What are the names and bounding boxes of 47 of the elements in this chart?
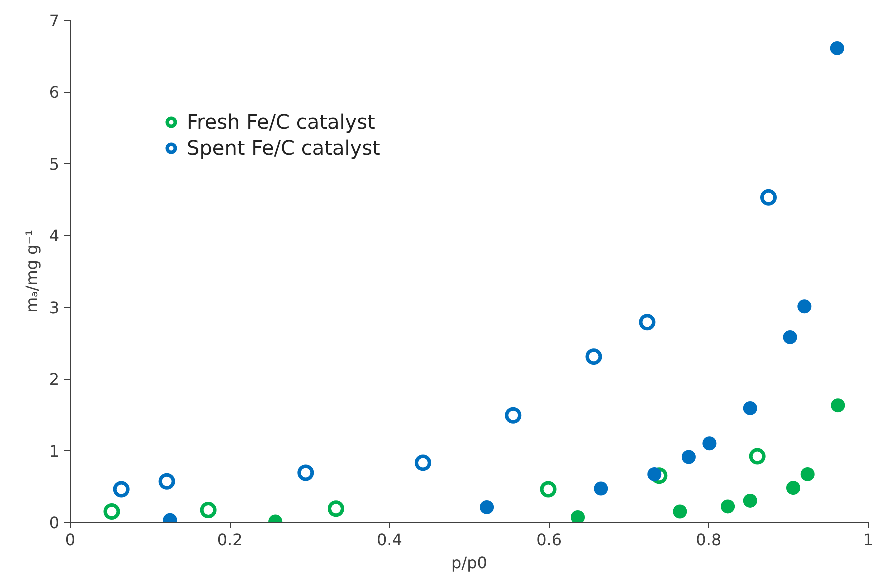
x-tick-label: 0.8 bbox=[696, 530, 722, 550]
y-axis-title: mₐ/mg g⁻¹ bbox=[22, 230, 42, 314]
point bbox=[158, 473, 176, 490]
y-tick-label: 7 bbox=[49, 12, 60, 30]
point bbox=[104, 504, 120, 520]
point bbox=[594, 482, 608, 496]
point bbox=[414, 454, 432, 472]
x-tick-label: 1 bbox=[863, 530, 874, 550]
point bbox=[800, 467, 815, 482]
point bbox=[586, 348, 602, 366]
y-tick-label: 0 bbox=[49, 514, 60, 532]
y-tick-label: 2 bbox=[49, 370, 60, 390]
point bbox=[831, 398, 846, 413]
point bbox=[200, 502, 217, 519]
point bbox=[639, 314, 656, 331]
point bbox=[783, 330, 798, 344]
point bbox=[743, 494, 758, 508]
point bbox=[702, 436, 717, 451]
x-tick-label: 0.4 bbox=[376, 530, 402, 550]
x-tick-label: 0.2 bbox=[217, 530, 243, 550]
y-tick-label: 1 bbox=[49, 442, 60, 461]
point bbox=[830, 41, 844, 56]
point bbox=[505, 407, 522, 424]
point bbox=[328, 500, 344, 518]
y-tick-label: 3 bbox=[49, 298, 60, 318]
y-tick-label: 6 bbox=[49, 83, 60, 102]
point bbox=[673, 504, 688, 519]
point bbox=[786, 481, 800, 496]
point bbox=[749, 448, 766, 465]
point bbox=[760, 189, 777, 206]
point bbox=[743, 401, 758, 416]
point bbox=[571, 510, 586, 522]
point bbox=[798, 300, 812, 314]
point bbox=[721, 500, 736, 514]
x-axis-title: p/p0 bbox=[452, 554, 488, 572]
x-tick-label: 0 bbox=[65, 530, 76, 550]
legend-label: Spent Fe/C catalyst bbox=[187, 136, 380, 160]
point bbox=[682, 450, 696, 464]
point bbox=[540, 481, 557, 498]
legend-label: Fresh Fe/C catalyst bbox=[187, 110, 376, 134]
y-tick-label: 5 bbox=[49, 154, 60, 174]
point bbox=[480, 500, 494, 514]
point bbox=[113, 481, 130, 498]
point bbox=[298, 464, 314, 482]
y-tick-label: 4 bbox=[49, 226, 60, 246]
x-tick-label: 0.6 bbox=[536, 530, 562, 550]
point bbox=[648, 467, 662, 482]
